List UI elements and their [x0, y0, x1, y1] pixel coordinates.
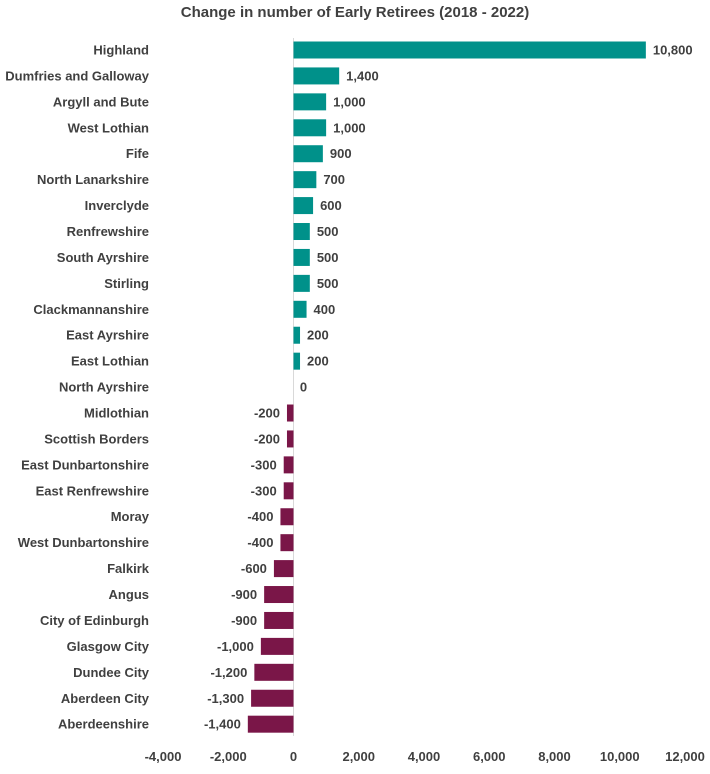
data-label: -400 [247, 509, 273, 524]
category-label: Scottish Borders [44, 431, 149, 446]
data-label: -300 [251, 457, 277, 472]
bar [283, 456, 294, 474]
category-label: South Ayrshire [57, 250, 149, 265]
x-tick-label: 0 [290, 749, 297, 764]
x-tick-label: 8,000 [538, 749, 571, 764]
data-label: -300 [251, 483, 277, 498]
bar [293, 93, 327, 111]
category-label: Aberdeenshire [58, 717, 149, 732]
bar [293, 145, 323, 163]
x-tick-label: 6,000 [473, 749, 506, 764]
bar [293, 223, 310, 241]
category-label: Glasgow City [67, 639, 150, 654]
bar [254, 663, 294, 681]
data-label: 1,000 [333, 94, 366, 109]
bar [283, 482, 294, 500]
x-tick-label: 12,000 [665, 749, 705, 764]
data-label: 500 [317, 250, 339, 265]
bar [293, 274, 310, 292]
bar [293, 41, 646, 59]
bar [251, 689, 294, 707]
bar [264, 586, 294, 604]
data-label: 700 [323, 172, 345, 187]
data-label: 400 [314, 302, 336, 317]
bar [286, 404, 294, 422]
category-label: West Dunbartonshire [18, 535, 149, 550]
category-label: East Lothian [71, 354, 149, 369]
category-label: Angus [109, 587, 149, 602]
data-label: 0 [300, 380, 307, 395]
category-label: City of Edinburgh [40, 613, 149, 628]
category-label: North Ayrshire [59, 380, 149, 395]
bar [293, 326, 301, 344]
category-label: East Renfrewshire [36, 483, 149, 498]
data-label: 200 [307, 328, 329, 343]
bar [293, 171, 317, 189]
category-label: Highland [93, 43, 149, 58]
bar [247, 715, 294, 733]
data-label: 500 [317, 276, 339, 291]
bar [293, 248, 310, 266]
category-label: Argyll and Bute [53, 94, 149, 109]
x-tick-label: -4,000 [145, 749, 182, 764]
category-label: Inverclyde [85, 198, 149, 213]
category-label: Aberdeen City [61, 691, 150, 706]
category-label: North Lanarkshire [37, 172, 149, 187]
chart-title: Change in number of Early Retirees (2018… [180, 4, 530, 21]
data-label: -1,400 [204, 717, 241, 732]
data-label: 600 [320, 198, 342, 213]
bar [280, 534, 294, 552]
data-label: 900 [330, 146, 352, 161]
category-label: West Lothian [68, 120, 149, 135]
category-label: Moray [111, 509, 150, 524]
data-label: 200 [307, 354, 329, 369]
bar [260, 637, 294, 655]
category-label: Renfrewshire [67, 224, 149, 239]
category-label: Dumfries and Galloway [5, 68, 150, 83]
data-label: 1,400 [346, 68, 379, 83]
data-label: -200 [254, 406, 280, 421]
bar [293, 300, 307, 318]
category-label: Stirling [104, 276, 149, 291]
data-label: -1,000 [217, 639, 254, 654]
data-label: -200 [254, 431, 280, 446]
category-label: East Dunbartonshire [21, 457, 149, 472]
bar [293, 67, 340, 85]
data-label: -400 [247, 535, 273, 550]
bar [293, 119, 327, 137]
category-label: Clackmannanshire [33, 302, 149, 317]
bar [280, 508, 294, 526]
category-label: Midlothian [84, 406, 149, 421]
data-label: -1,200 [210, 665, 247, 680]
bar [273, 560, 294, 578]
bar [293, 352, 301, 370]
x-tick-label: 10,000 [600, 749, 640, 764]
x-tick-label: -2,000 [210, 749, 247, 764]
category-label: Dundee City [73, 665, 150, 680]
category-label: East Ayrshire [66, 328, 149, 343]
bar [264, 611, 294, 629]
data-label: -900 [231, 587, 257, 602]
bar [293, 197, 314, 215]
data-label: -600 [241, 561, 267, 576]
data-label: 10,800 [653, 43, 693, 58]
data-label: 1,000 [333, 120, 366, 135]
data-label: 500 [317, 224, 339, 239]
category-label: Fife [126, 146, 149, 161]
data-label: -1,300 [207, 691, 244, 706]
data-label: -900 [231, 613, 257, 628]
x-tick-label: 2,000 [342, 749, 375, 764]
category-label: Falkirk [107, 561, 150, 576]
x-tick-label: 4,000 [408, 749, 441, 764]
bar [286, 430, 294, 448]
